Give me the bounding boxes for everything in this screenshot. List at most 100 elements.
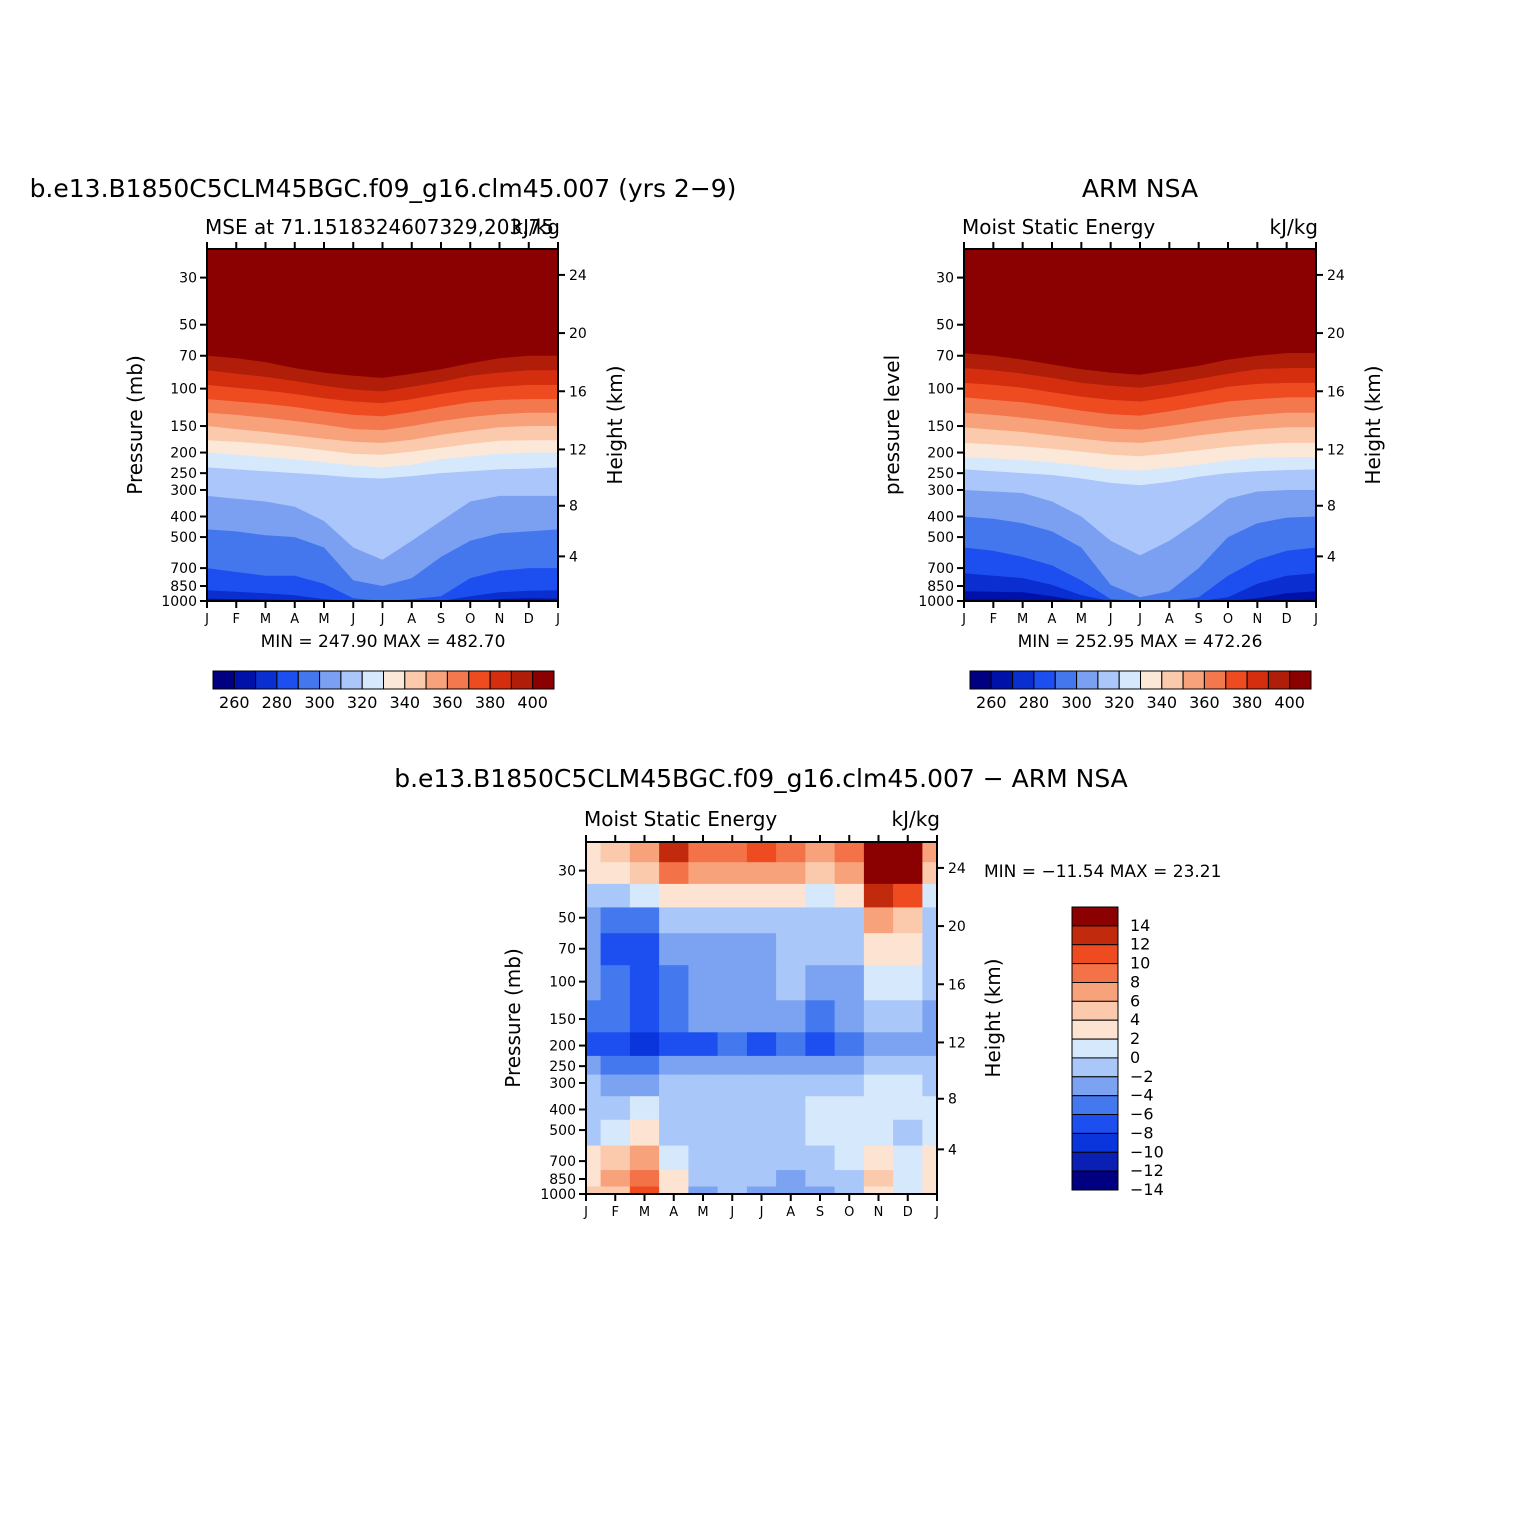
- x-tick-label: M: [260, 612, 271, 627]
- colorbar-swatch: [1071, 906, 1119, 927]
- colorbar-label: 14: [1130, 916, 1150, 935]
- diff-cell: [586, 1186, 602, 1194]
- colorbar-swatch: [532, 670, 555, 690]
- y-tick-label: 700: [549, 1154, 576, 1170]
- diff-cell: [600, 1186, 631, 1194]
- diff-cell: [688, 965, 719, 1001]
- y-tick-label: 500: [170, 530, 197, 546]
- colorbar-swatch: [297, 670, 321, 690]
- colorbar-label: 340: [1147, 693, 1178, 712]
- y-tick-label: 1000: [161, 594, 197, 610]
- diff-cell: [746, 1032, 777, 1057]
- panel-obs-units: kJ/kg: [1270, 215, 1319, 239]
- colorbar-label: 340: [390, 693, 421, 712]
- x-tick-label: S: [1195, 612, 1203, 627]
- diff-cell: [776, 862, 806, 885]
- diff-cell: [586, 1145, 602, 1171]
- colorbar-swatch: [1071, 944, 1119, 965]
- x-tick-label: J: [350, 612, 355, 627]
- diff-cell: [586, 1096, 602, 1121]
- colorbar-swatch: [1071, 982, 1119, 1002]
- diff-cell: [863, 1032, 894, 1057]
- diff-cell: [863, 842, 894, 863]
- x-tick-label: M: [697, 1205, 708, 1220]
- diff-cell: [863, 907, 894, 934]
- diff-cell: [586, 862, 602, 885]
- plot-area-model: [207, 249, 558, 601]
- diff-cell: [717, 1000, 748, 1033]
- panel-diff-units: kJ/kg: [892, 807, 941, 831]
- diff-cell: [659, 1074, 689, 1097]
- x-tick-label: D: [524, 612, 534, 627]
- colorbar-obs: 260 280 300 320 340 360 380 400: [969, 670, 1312, 712]
- y-tick-label: 100: [927, 382, 954, 398]
- diff-cell: [688, 1074, 719, 1097]
- diff-cell: [805, 1119, 836, 1147]
- diff-cell: [629, 1055, 660, 1076]
- y-tick-label: 500: [549, 1123, 576, 1139]
- colorbar-swatch: [1071, 1132, 1119, 1153]
- diff-cell: [746, 1096, 777, 1121]
- diff-cell: [776, 1000, 806, 1033]
- x-tick-label: O: [1223, 612, 1233, 627]
- diff-cell: [776, 1032, 806, 1057]
- colorbar-label: 360: [432, 693, 463, 712]
- diff-cell: [922, 1170, 937, 1188]
- diff-cell: [776, 1119, 806, 1147]
- diff-cell: [629, 907, 660, 934]
- diff-cell: [629, 842, 660, 863]
- y2-tick-label: 24: [948, 861, 966, 877]
- diff-cell: [586, 1055, 602, 1076]
- colorbar-swatch: [1071, 1057, 1119, 1078]
- diff-cell: [600, 965, 631, 1001]
- colorbar-label: −8: [1130, 1123, 1154, 1142]
- diff-cell: [863, 1186, 894, 1194]
- y-tick-label: 300: [549, 1076, 576, 1092]
- y-tick-label: 70: [936, 349, 954, 365]
- y2-tick-label: 16: [569, 384, 587, 400]
- diff-cell: [717, 965, 748, 1001]
- diff-cell: [834, 1170, 865, 1188]
- y-tick-label: 850: [549, 1172, 576, 1188]
- diff-cell: [600, 1055, 631, 1076]
- diff-cell: [893, 883, 923, 909]
- diff-cell: [659, 1032, 689, 1057]
- diff-cell: [776, 883, 806, 909]
- panel-model-title: b.e13.B1850C5CLM45BGC.f09_g16.clm45.007 …: [30, 174, 737, 203]
- diff-cell: [834, 907, 865, 934]
- diff-cell: [586, 965, 602, 1001]
- diff-cell: [659, 1000, 689, 1033]
- diff-cell: [688, 1000, 719, 1033]
- diff-cell: [863, 1119, 894, 1147]
- colorbar-swatch: [255, 670, 278, 690]
- diff-cell: [717, 862, 748, 885]
- diff-cell: [805, 1145, 836, 1171]
- colorbar-label: 360: [1189, 693, 1220, 712]
- diff-cell: [893, 933, 923, 966]
- diff-cell: [893, 1055, 923, 1076]
- diff-cell: [834, 1186, 865, 1194]
- colorbar-swatch: [1071, 1151, 1119, 1172]
- diff-cell: [863, 1055, 894, 1076]
- diff-cell: [746, 1186, 777, 1194]
- diff-cell: [629, 1119, 660, 1147]
- diff-cell: [659, 883, 689, 909]
- x-tick-label: J: [583, 1205, 588, 1220]
- diff-cell: [863, 1074, 894, 1097]
- colorbar-swatch: [1246, 670, 1269, 690]
- colorbar-swatch: [489, 670, 512, 690]
- diff-cell: [776, 1170, 806, 1188]
- diff-cell: [834, 842, 865, 863]
- y-tick-label: 400: [170, 509, 197, 525]
- diff-cell: [586, 1170, 602, 1188]
- x-tick-label: D: [903, 1205, 913, 1220]
- diff-cell: [688, 1096, 719, 1121]
- diff-cell: [805, 1096, 836, 1121]
- x-tick-label: F: [990, 612, 997, 627]
- diff-cell: [863, 862, 894, 885]
- colorbar-label: 300: [304, 693, 335, 712]
- x-tick-label: J: [555, 612, 560, 627]
- y-tick-label: 700: [927, 561, 954, 577]
- diff-cell: [629, 1145, 660, 1171]
